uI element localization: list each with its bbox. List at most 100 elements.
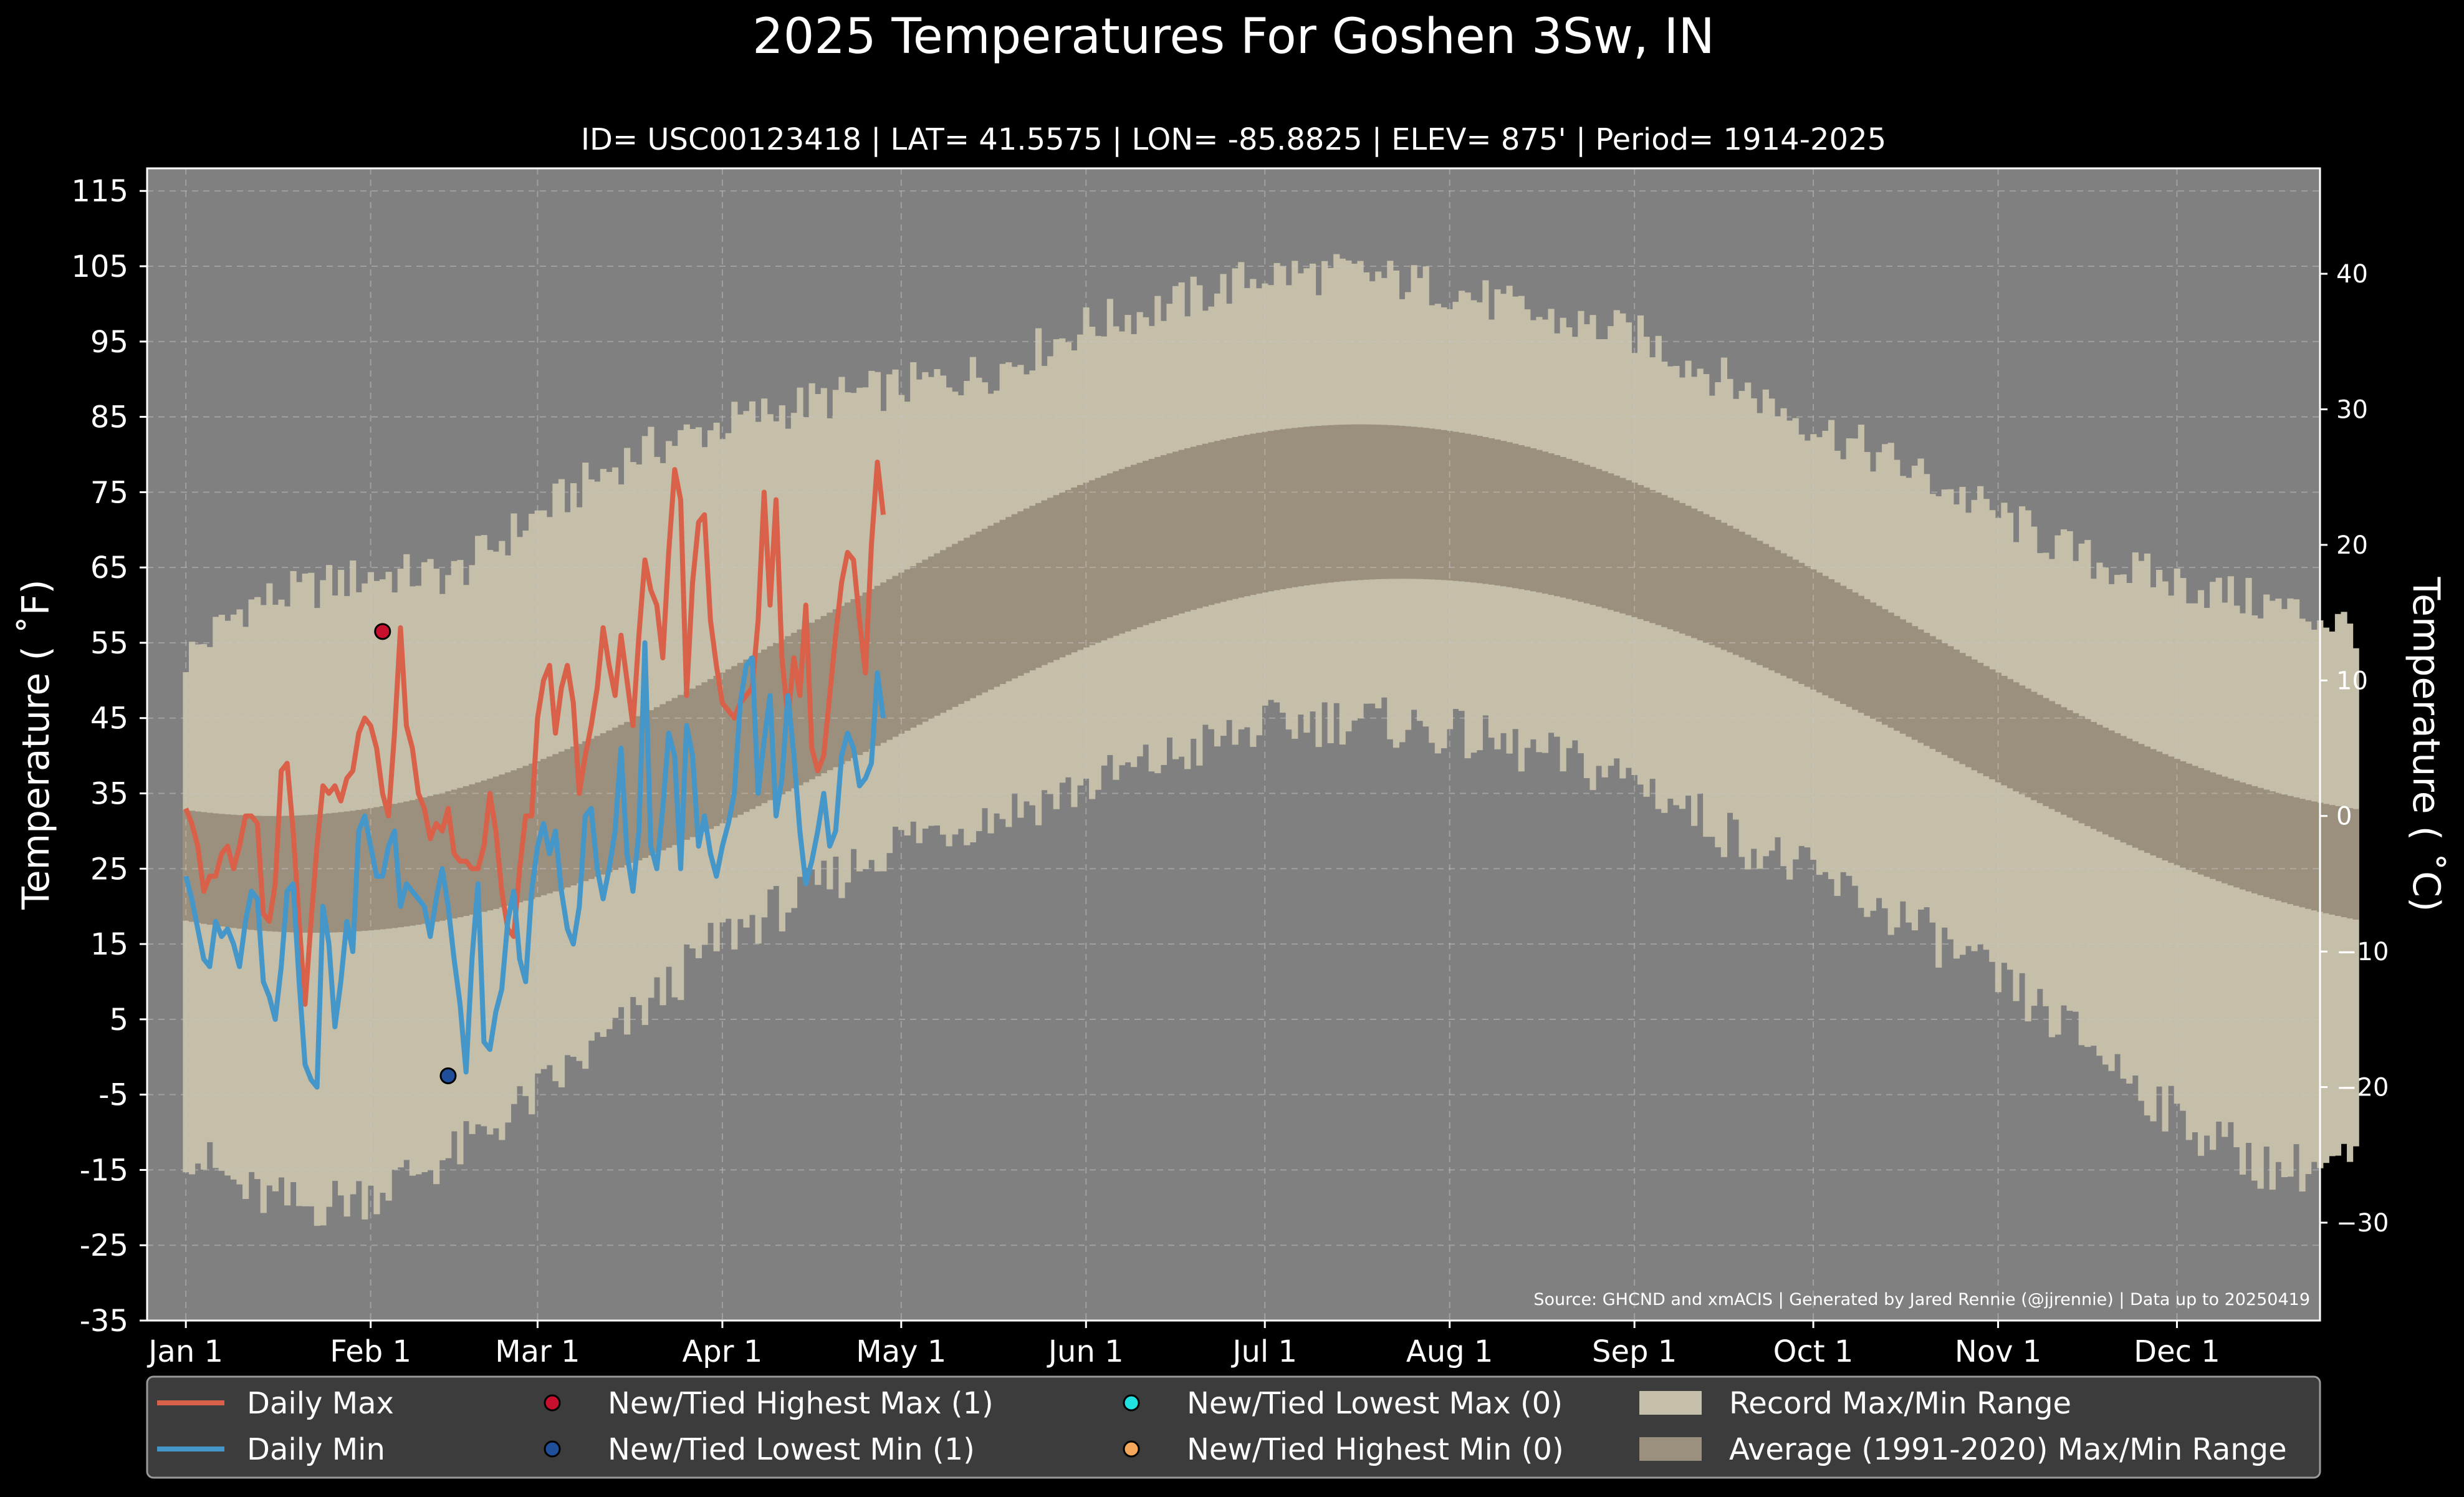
average-range-bar bbox=[1852, 592, 1859, 710]
average-range-bar bbox=[1131, 465, 1138, 630]
average-range-bar bbox=[1989, 669, 1996, 779]
average-range-bar bbox=[2102, 728, 2109, 835]
average-range-bar bbox=[1571, 461, 1578, 600]
average-range-bar bbox=[499, 774, 506, 908]
legend-label: Daily Min bbox=[247, 1432, 385, 1467]
x-tick-label: Mar 1 bbox=[495, 1334, 580, 1369]
y-right-tick-label: −30 bbox=[2336, 1209, 2389, 1238]
average-range-bar bbox=[487, 778, 494, 911]
average-range-bar bbox=[1202, 443, 1209, 607]
average-range-bar bbox=[1530, 448, 1536, 592]
average-range-bar bbox=[1411, 426, 1417, 579]
average-range-bar bbox=[1071, 487, 1078, 653]
average-range-bar bbox=[1190, 446, 1197, 610]
average-range-bar bbox=[1470, 435, 1477, 583]
average-range-bar bbox=[1667, 498, 1674, 630]
average-range-bar bbox=[2078, 716, 2085, 824]
average-range-bar bbox=[1876, 605, 1882, 722]
legend-item: Record Max/Min Range bbox=[1639, 1386, 2071, 1421]
source-note: Source: GHCND and xmACIS | Generated by … bbox=[1533, 1290, 2310, 1309]
average-range-bar bbox=[2001, 676, 2008, 786]
average-range-bar bbox=[779, 639, 785, 794]
average-range-bar bbox=[1720, 522, 1728, 650]
average-range-bar bbox=[1095, 478, 1101, 643]
average-range-bar bbox=[1894, 615, 1901, 731]
average-range-bar bbox=[1339, 425, 1346, 582]
average-range-bar bbox=[427, 796, 434, 923]
average-range-bar bbox=[2048, 701, 2056, 809]
average-range-bar bbox=[1822, 575, 1829, 696]
average-range-bar bbox=[409, 800, 416, 926]
average-range-bar bbox=[1798, 562, 1805, 685]
y-tick-label: 55 bbox=[90, 626, 128, 661]
average-range-bar bbox=[2019, 685, 2026, 794]
legend-patch-swatch bbox=[1639, 1437, 1702, 1461]
y-right-tick-label: 10 bbox=[2336, 667, 2368, 695]
x-tick-label: Sep 1 bbox=[1592, 1334, 1677, 1369]
average-range-bar bbox=[886, 579, 893, 740]
y-tick-label: 35 bbox=[90, 777, 128, 812]
average-range-bar bbox=[2114, 733, 2121, 840]
average-range-bar bbox=[1780, 553, 1787, 676]
average-range-bar bbox=[2222, 776, 2228, 883]
average-range-bar bbox=[2281, 794, 2288, 903]
average-range-bar bbox=[1041, 500, 1048, 665]
average-range-bar bbox=[1804, 566, 1811, 687]
average-range-bar bbox=[1017, 511, 1024, 676]
average-range-bar bbox=[1589, 466, 1596, 605]
y-tick-label: 65 bbox=[90, 551, 128, 585]
average-range-bar bbox=[731, 666, 738, 818]
average-range-bar bbox=[546, 756, 553, 893]
average-range-bar bbox=[2352, 809, 2359, 920]
average-range-bar bbox=[1560, 456, 1566, 598]
average-range-bar bbox=[1655, 492, 1662, 625]
x-tick-label: Jul 1 bbox=[1230, 1334, 1297, 1369]
average-range-bar bbox=[1232, 436, 1239, 599]
average-range-bar bbox=[2054, 704, 2061, 812]
average-range-bar bbox=[2275, 792, 2282, 901]
average-range-bar bbox=[707, 679, 714, 829]
average-range-bar bbox=[1703, 514, 1710, 643]
record-range-bar bbox=[2251, 615, 2258, 1181]
average-range-bar bbox=[2210, 772, 2217, 879]
average-range-bar bbox=[2132, 741, 2139, 848]
average-range-bar bbox=[1494, 439, 1501, 585]
legend-item: New/Tied Highest Max (1) bbox=[544, 1386, 994, 1421]
average-range-bar bbox=[1303, 426, 1310, 585]
average-range-bar bbox=[1596, 469, 1603, 607]
average-range-bar bbox=[1643, 487, 1650, 622]
y-axis-label-right: Temperature ( ˚C) bbox=[2404, 577, 2448, 912]
average-range-bar bbox=[2257, 787, 2264, 895]
y-tick-label: -5 bbox=[98, 1078, 128, 1113]
y-tick-label: 5 bbox=[109, 1003, 128, 1037]
average-range-bar bbox=[1429, 428, 1436, 580]
average-range-bar bbox=[1357, 424, 1364, 580]
event-marker bbox=[439, 1067, 457, 1084]
legend-marker-swatch bbox=[544, 1394, 561, 1412]
average-range-bar bbox=[2025, 688, 2031, 797]
average-range-bar bbox=[2299, 799, 2306, 908]
average-range-bar bbox=[230, 814, 237, 928]
average-range-bar bbox=[946, 547, 952, 710]
average-range-bar bbox=[2096, 724, 2103, 832]
average-range-bar bbox=[1500, 441, 1507, 587]
average-range-bar bbox=[1113, 471, 1119, 636]
x-tick-label: Oct 1 bbox=[1773, 1334, 1854, 1369]
average-range-bar bbox=[260, 816, 267, 931]
average-range-bar bbox=[844, 602, 851, 761]
average-range-bar bbox=[1244, 435, 1250, 597]
average-range-bar bbox=[892, 575, 899, 737]
average-range-bar bbox=[391, 804, 398, 928]
average-range-bar bbox=[2066, 710, 2073, 818]
average-range-bar bbox=[188, 811, 196, 922]
average-range-bar bbox=[1172, 451, 1179, 615]
average-range-bar bbox=[725, 669, 732, 821]
plot-frame bbox=[146, 167, 2321, 1322]
average-range-bar bbox=[981, 528, 989, 693]
legend-item: Average (1991-2020) Max/Min Range bbox=[1639, 1432, 2287, 1467]
average-range-bar bbox=[320, 814, 327, 933]
average-range-bar bbox=[1452, 431, 1459, 581]
average-range-bar bbox=[815, 619, 822, 777]
average-range-bar bbox=[1583, 465, 1591, 604]
legend-label: New/Tied Lowest Max (0) bbox=[1187, 1386, 1563, 1421]
